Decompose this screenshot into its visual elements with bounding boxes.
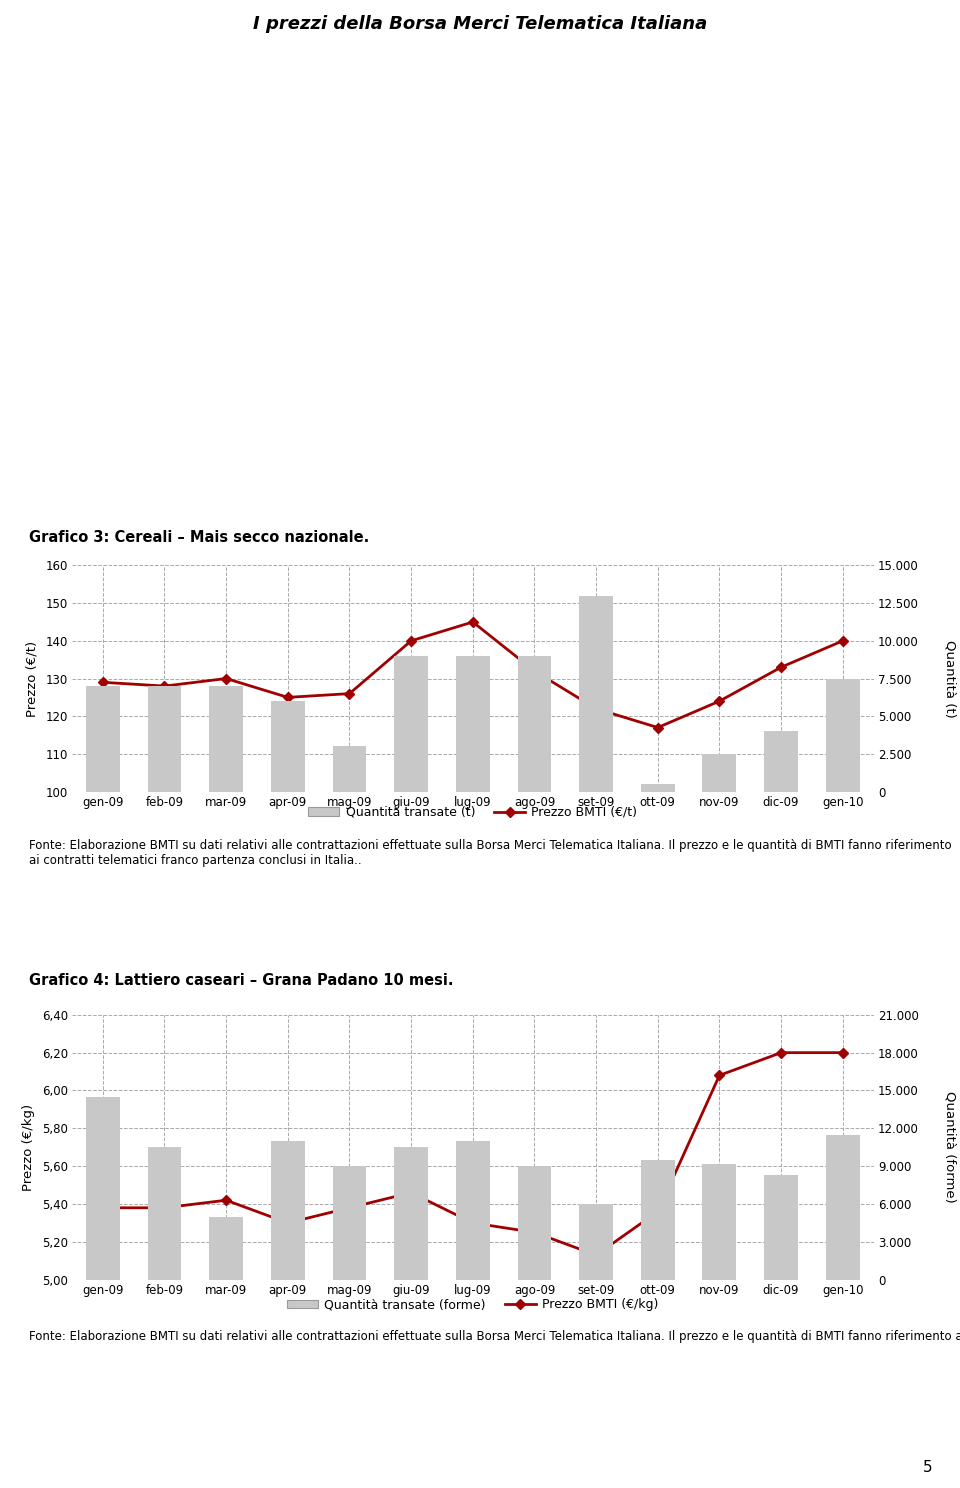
Bar	[641, 1159, 675, 1280]
Text: Grafico 3: Cereali – Mais secco nazionale.: Grafico 3: Cereali – Mais secco nazional…	[29, 530, 369, 545]
Y-axis label: Prezzo (€/t): Prezzo (€/t)	[26, 640, 38, 717]
Bar	[517, 1167, 551, 1280]
Text: Fonte: Elaborazione BMTI su dati relativi alle contrattazioni effettuate sulla B: Fonte: Elaborazione BMTI su dati relativ…	[29, 839, 951, 868]
Y-axis label: Quantità (t): Quantità (t)	[944, 640, 957, 717]
Bar	[517, 656, 551, 792]
Y-axis label: Quantità (forme): Quantità (forme)	[944, 1091, 957, 1204]
Text: 5: 5	[923, 1460, 932, 1475]
Bar	[641, 784, 675, 792]
Bar	[395, 1147, 428, 1280]
Bar	[271, 701, 304, 792]
Bar	[764, 731, 798, 792]
Bar	[579, 595, 613, 792]
Bar	[209, 686, 243, 792]
Bar	[332, 1167, 367, 1280]
Bar	[85, 686, 120, 792]
Bar	[579, 1204, 613, 1280]
Text: I prezzi della Borsa Merci Telematica Italiana: I prezzi della Borsa Merci Telematica It…	[252, 15, 708, 33]
Bar	[209, 1217, 243, 1280]
Bar	[395, 656, 428, 792]
Text: Grafico 4: Lattiero caseari – Grana Padano 10 mesi.: Grafico 4: Lattiero caseari – Grana Pada…	[29, 973, 453, 988]
Bar	[456, 656, 490, 792]
Bar	[271, 1141, 304, 1280]
Bar	[826, 1135, 860, 1280]
Bar	[148, 686, 181, 792]
Legend: Quantità transate (t), Prezzo BMTI (€/t): Quantità transate (t), Prezzo BMTI (€/t)	[303, 801, 642, 824]
Bar	[703, 754, 736, 792]
Bar	[85, 1097, 120, 1280]
Text: Fonte: Elaborazione BMTI su dati relativi alle contrattazioni effettuate sulla B: Fonte: Elaborazione BMTI su dati relativ…	[29, 1330, 960, 1344]
Bar	[764, 1176, 798, 1280]
Y-axis label: Prezzo (€/kg): Prezzo (€/kg)	[22, 1104, 35, 1190]
Bar	[826, 679, 860, 792]
Bar	[703, 1164, 736, 1280]
Bar	[456, 1141, 490, 1280]
Bar	[332, 747, 367, 792]
Legend: Quantità transate (forme), Prezzo BMTI (€/kg): Quantità transate (forme), Prezzo BMTI (…	[282, 1293, 663, 1317]
Bar	[148, 1147, 181, 1280]
